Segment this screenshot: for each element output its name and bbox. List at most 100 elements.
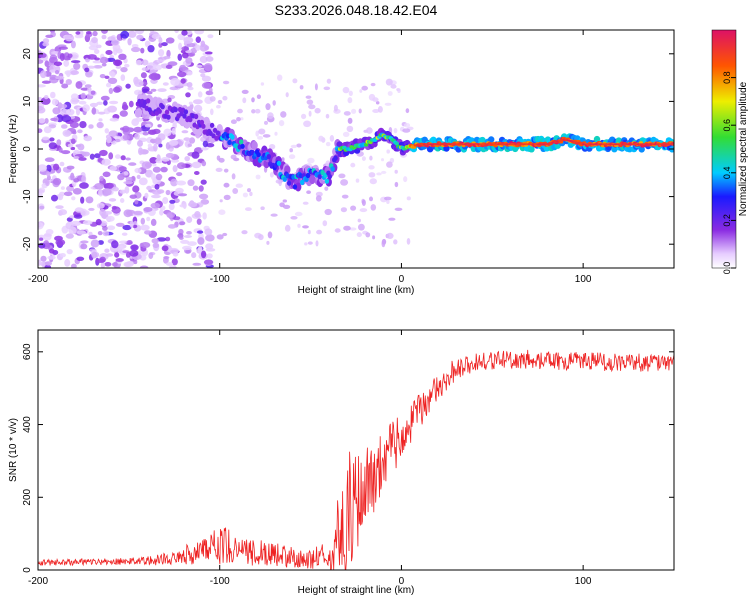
spectrogram-cell [309, 175, 316, 185]
spectrogram-cell [152, 189, 162, 195]
spectrogram-cell [135, 108, 143, 117]
spectrogram-cell [65, 79, 73, 85]
x-tick-label: 0 [399, 274, 405, 285]
spectrogram-cell [154, 183, 160, 190]
spectrogram-cell [183, 137, 191, 142]
spectrogram-cell [361, 85, 369, 91]
spectrogram-cell [70, 146, 76, 151]
spectrogram-cell [113, 47, 118, 56]
spectrogram-cell [193, 99, 203, 105]
spectrogram-cell [296, 143, 302, 148]
spectrogram-cell [184, 156, 190, 162]
spectrogram-cell [115, 48, 123, 54]
spectrogram-cell [144, 192, 149, 199]
spectrogram-cell [50, 91, 56, 99]
spectrogram-cell [368, 165, 375, 170]
spectrogram-cell [120, 198, 125, 203]
spectrogram-cell [73, 214, 83, 219]
spectrogram-cell [355, 178, 360, 183]
spectrogram-cell [323, 86, 331, 91]
spectrogram-cell [187, 241, 197, 247]
spectrogram-cell [189, 137, 196, 144]
spectrogram-cell [92, 60, 102, 64]
spectrogram-cell [120, 127, 125, 131]
spectrogram-cell [141, 67, 150, 71]
spectrogram-cell [258, 234, 264, 241]
x-tick-label: 0 [399, 576, 405, 587]
spectrogram-cell [186, 42, 196, 48]
spectrogram-cell [179, 221, 186, 226]
spectrogram-cell [134, 167, 142, 174]
spectrogram-cell [157, 124, 162, 128]
spectrogram-cell [194, 171, 200, 175]
spectrogram-cell [314, 83, 318, 91]
spectrogram-cell [157, 88, 167, 92]
spectrogram-cell [141, 59, 149, 66]
spectrogram-cell [315, 191, 323, 197]
spectrogram-cell [66, 71, 71, 78]
spectrogram-cell [101, 158, 111, 166]
spectrogram-cell [86, 65, 96, 69]
spectrogram-cell [176, 172, 183, 177]
spectrogram-cell [205, 234, 215, 242]
spectrogram-cell [128, 162, 137, 166]
spectrogram-cell [169, 199, 176, 204]
spectrogram-cell [187, 86, 194, 91]
spectrogram-cell [203, 63, 213, 72]
spectrogram-cell [216, 155, 221, 161]
spectrogram-cell [327, 174, 332, 180]
spectrogram-cell [336, 141, 343, 148]
spectrogram-cell [115, 154, 121, 159]
spectrogram-cell [129, 220, 134, 228]
spectrogram-cell [48, 142, 58, 150]
spectrogram-cell [167, 224, 177, 229]
spectrogram-xlabel: Height of straight line (km) [298, 285, 415, 296]
spectrogram-cell [183, 235, 192, 238]
spectrogram-cell [209, 96, 216, 102]
spectrogram-cell [361, 156, 366, 162]
colorbar-tick-label: 0.8 [722, 71, 732, 84]
spectrogram-cell [388, 217, 396, 221]
spectrogram-cell [307, 229, 311, 235]
spectrogram-cell [179, 204, 187, 208]
spectrogram-cell [223, 168, 229, 173]
spectrogram-cell [104, 75, 110, 80]
colorbar-tick-label: 0.4 [722, 167, 732, 180]
spectrogram-cell [61, 124, 68, 129]
spectrogram-cell [350, 162, 356, 168]
spectrogram-cell [164, 109, 170, 115]
spectrogram-cell [194, 30, 205, 35]
spectrogram-cell [343, 225, 351, 231]
spectrogram-cell [270, 213, 278, 217]
spectrogram-cell [267, 231, 273, 239]
colorbar: 0.0 0.2 0.4 0.6 0.8 Normalized spectral ampl… [711, 29, 749, 274]
spectrogram-cell [69, 121, 79, 129]
spectrogram-cell [98, 189, 104, 197]
spectrogram-cell [197, 230, 204, 234]
spectrogram-cell [275, 179, 283, 184]
spectrogram-cell [278, 120, 285, 127]
spectrogram-cell [190, 48, 198, 54]
x-tick-label: -100 [210, 576, 230, 587]
spectrogram-cell [47, 255, 56, 260]
spectrogram-cell [80, 92, 86, 100]
spectrogram-cell [147, 143, 152, 148]
spectrogram-cell [66, 108, 74, 115]
spectrogram-cell [216, 234, 224, 240]
spectrogram-cell [267, 112, 274, 119]
spectrogram-cell [397, 88, 401, 93]
spectrogram-cell [77, 129, 83, 134]
spectrogram-cell [49, 69, 57, 73]
spectrogram-cell [106, 225, 116, 231]
spectrogram-cell [88, 45, 99, 51]
spectrogram-cell [38, 117, 46, 124]
spectrogram-cell [393, 239, 398, 245]
spectrogram-cell [394, 141, 399, 146]
spectrogram-cell [443, 145, 450, 152]
spectrogram-cell [177, 193, 188, 197]
spectrogram-cell [280, 111, 287, 118]
spectrogram-cell [156, 59, 164, 63]
spectrogram-cell [38, 222, 44, 230]
spectrogram-cell [58, 46, 68, 50]
spectrogram-cell [186, 82, 193, 88]
